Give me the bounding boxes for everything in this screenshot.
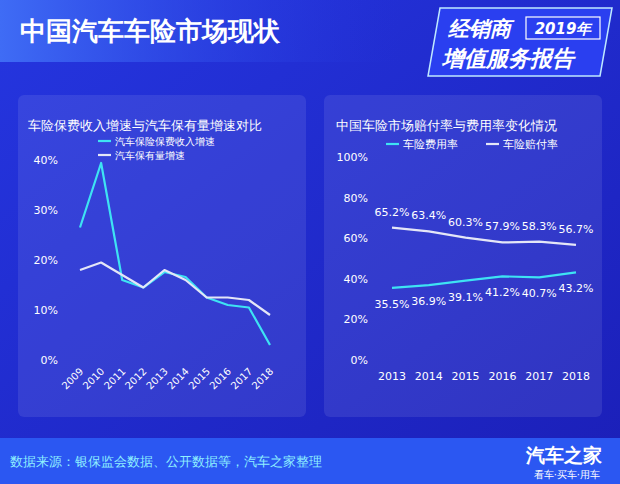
x-tick-label: 2018 — [562, 370, 590, 383]
chart-title: 车险保费收入增速与汽车保有量增速对比 — [28, 118, 262, 133]
page: 中国汽车车险市场现状 经销商 2019年增值服务报告数据来源：银保监会数据、公开数据… — [0, 0, 620, 484]
header-band — [0, 0, 400, 62]
y-tick-label: 30% — [34, 204, 58, 217]
data-label: 40.7% — [522, 287, 557, 300]
x-tick-label: 2016 — [488, 370, 516, 383]
data-label: 57.9% — [485, 220, 520, 233]
y-tick-label: 40% — [34, 154, 58, 167]
x-tick-label: 2010 — [81, 366, 107, 392]
data-label: 60.3% — [448, 216, 483, 229]
y-tick-label: 80% — [344, 192, 368, 205]
data-label: 41.2% — [485, 286, 520, 299]
series-line — [80, 263, 270, 316]
legend-label: 汽车保险保费收入增速 — [115, 136, 215, 147]
marks — [392, 228, 576, 288]
data-label: 39.1% — [448, 291, 483, 304]
panel — [18, 95, 306, 417]
x-tick-label: 2012 — [123, 366, 149, 392]
legend-label: 车险费用率 — [403, 138, 458, 151]
data-label: 63.4% — [411, 209, 446, 222]
x-tick-label: 2011 — [102, 366, 128, 392]
data-label: 36.9% — [411, 295, 446, 308]
footer-band — [0, 438, 620, 484]
badge-year: 2019年 — [535, 20, 594, 38]
marks — [80, 163, 270, 345]
chart: 车险保费收入增速与汽车保有量增速对比 0% 10% 20% 30% 40% 20092010… — [18, 95, 306, 417]
chart: 中国车险市场赔付率与费用率变化情况 0% 20% 40% 60% 80% 100% 2013 2… — [324, 95, 602, 417]
y-tick-label: 100% — [337, 151, 368, 164]
logo: 汽车之家 — [525, 444, 602, 466]
data-label: 56.7% — [559, 223, 594, 236]
x-tick-label: 2018 — [250, 366, 276, 392]
badge — [428, 8, 612, 76]
data-label: 43.2% — [559, 282, 594, 295]
slogan: 看车·买车·用车 — [534, 469, 600, 480]
x-tick-label: 2013 — [144, 366, 170, 392]
y-tick-label: 20% — [34, 254, 58, 267]
y-tick-label: 20% — [344, 313, 368, 326]
badge-top: 经销商 — [447, 17, 515, 41]
data-label: 35.5% — [375, 298, 410, 311]
x-tick-label: 2013 — [378, 370, 406, 383]
y-tick-label: 60% — [344, 232, 368, 245]
data-label: 65.2% — [375, 206, 410, 219]
data-label: 58.3% — [522, 220, 557, 233]
legend-swatch — [98, 140, 111, 142]
x-tick-label: 2014 — [165, 366, 191, 392]
x-tick-label: 2016 — [207, 366, 233, 392]
x-tick-label: 2009 — [60, 366, 86, 392]
source-note: 数据来源：银保监会数据、公开数据等，汽车之家整理 — [10, 454, 322, 469]
badge-year-box — [526, 17, 600, 39]
x-tick-label: 2015 — [452, 370, 480, 383]
y-tick-label: 0% — [351, 354, 368, 367]
badge-bottom: 增值服务报告 — [441, 46, 576, 71]
legend-swatch — [98, 154, 111, 156]
page-title: 中国汽车车险市场现状 — [20, 16, 281, 46]
x-tick-label: 2017 — [229, 366, 255, 392]
legend-label: 汽车保有量增速 — [115, 150, 185, 161]
series-line — [80, 163, 270, 345]
legend-label: 车险赔付率 — [503, 138, 558, 151]
legend-swatch — [386, 143, 399, 145]
legend-swatch — [486, 143, 499, 145]
y-tick-label: 40% — [344, 273, 368, 286]
background — [0, 0, 620, 484]
x-tick-label: 2017 — [525, 370, 553, 383]
y-tick-label: 10% — [34, 304, 58, 317]
chart-title: 中国车险市场赔付率与费用率变化情况 — [336, 118, 557, 133]
panel — [324, 95, 602, 417]
x-tick-label: 2014 — [415, 370, 443, 383]
y-tick-label: 0% — [41, 354, 58, 367]
x-tick-label: 2015 — [186, 366, 212, 392]
